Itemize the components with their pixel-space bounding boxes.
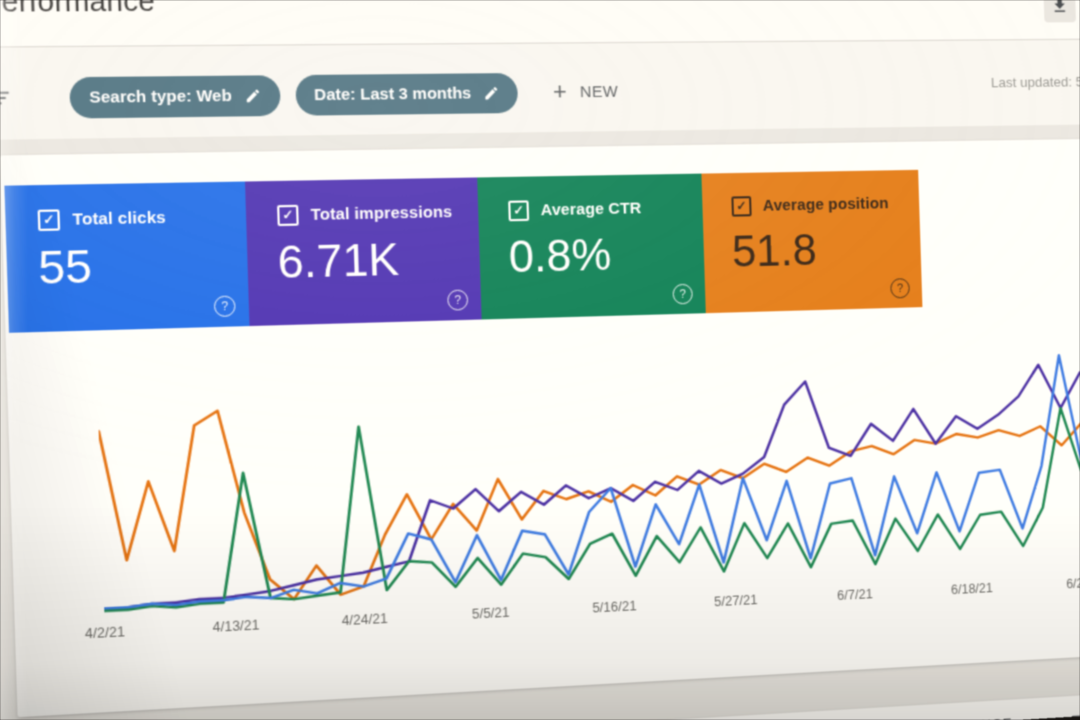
card-header: ✓ Average position (731, 193, 889, 217)
performance-line-chart[interactable]: 4/2/21 4/13/21 4/24/21 5/5/21 5/16/21 5/27/21… (85, 332, 1080, 654)
x-axis-tick-label: 5/27/21 (713, 592, 758, 610)
x-axis-tick-label: 5/5/21 (471, 604, 510, 622)
help-icon[interactable]: ? (672, 283, 693, 305)
average-ctr-value: 0.8% (508, 228, 612, 282)
total-impressions-value: 6.71K (276, 233, 400, 288)
export-button[interactable] (1043, 0, 1077, 23)
search-type-chip-label: Search type: Web (88, 86, 233, 107)
filter-bar: Search type: Web Date: Last 3 months + N… (0, 39, 1080, 141)
plus-icon: + (552, 77, 568, 105)
total-impressions-card[interactable]: ✓ Total impressions 6.71K ? (244, 177, 482, 327)
average-ctr-card[interactable]: ✓ Average CTR 0.8% ? (477, 173, 706, 320)
card-label: Average position (762, 194, 889, 215)
series-line-position (98, 381, 1080, 609)
x-axis-tick-label: 4/2/21 (84, 624, 126, 642)
x-axis-tick-label: 6/7/21 (836, 586, 873, 604)
card-label: Total clicks (72, 208, 167, 230)
edit-pencil-icon (484, 86, 498, 99)
x-axis-tick-label: 5/16/21 (592, 598, 637, 616)
tab-search-appearance[interactable]: SEARCH APPEARANCE (842, 715, 1013, 720)
page-title: Performance (0, 0, 156, 19)
filter-list-icon[interactable] (0, 86, 12, 111)
x-axis-tick-label: 4/13/21 (212, 617, 260, 636)
table-filter-icon[interactable] (1070, 711, 1080, 720)
date-range-chip[interactable]: Date: Last 3 months (294, 72, 519, 116)
date-range-chip-label: Date: Last 3 months (313, 83, 472, 104)
help-icon[interactable]: ? (890, 278, 911, 299)
edit-pencil-icon (245, 89, 259, 102)
x-axis-tick-label: 6/18/21 (950, 580, 994, 598)
checkbox-checked-icon[interactable]: ✓ (277, 204, 299, 227)
last-updated-text: Last updated: 5 hour (990, 73, 1080, 91)
page-content: ✓ Total clicks 55 ? ✓ Total impressions … (0, 124, 1080, 720)
average-position-value: 51.8 (731, 224, 818, 277)
total-clicks-card[interactable]: ✓ Total clicks 55 ? (4, 181, 250, 333)
new-filter-button[interactable]: + NEW (546, 78, 625, 105)
download-icon (1054, 0, 1066, 12)
checkbox-checked-icon[interactable]: ✓ (731, 196, 752, 217)
help-icon[interactable]: ? (447, 289, 469, 311)
chart-plot-area (96, 332, 1080, 619)
card-header: ✓ Total impressions (277, 202, 453, 227)
x-axis-tick-label: 4/24/21 (341, 610, 388, 629)
new-filter-label: NEW (579, 82, 619, 101)
series-line-ctr (99, 401, 1080, 611)
x-axis-tick-label: 6/29/21 (1065, 574, 1080, 592)
average-position-card[interactable]: ✓ Average position 51.8 ? (701, 169, 923, 314)
checkbox-checked-icon[interactable]: ✓ (37, 209, 61, 232)
total-clicks-value: 55 (37, 240, 93, 294)
search-type-chip[interactable]: Search type: Web (69, 74, 281, 118)
card-header: ✓ Average CTR (508, 198, 642, 222)
help-icon[interactable]: ? (213, 295, 236, 318)
card-header: ✓ Total clicks (37, 207, 167, 232)
checkbox-checked-icon[interactable]: ✓ (508, 200, 530, 222)
metric-cards-row: ✓ Total clicks 55 ? ✓ Total impressions … (4, 169, 923, 333)
performance-chart-panel: ✓ Total clicks 55 ? ✓ Total impressions … (0, 137, 1080, 718)
card-label: Total impressions (310, 202, 453, 225)
card-label: Average CTR (540, 199, 642, 220)
